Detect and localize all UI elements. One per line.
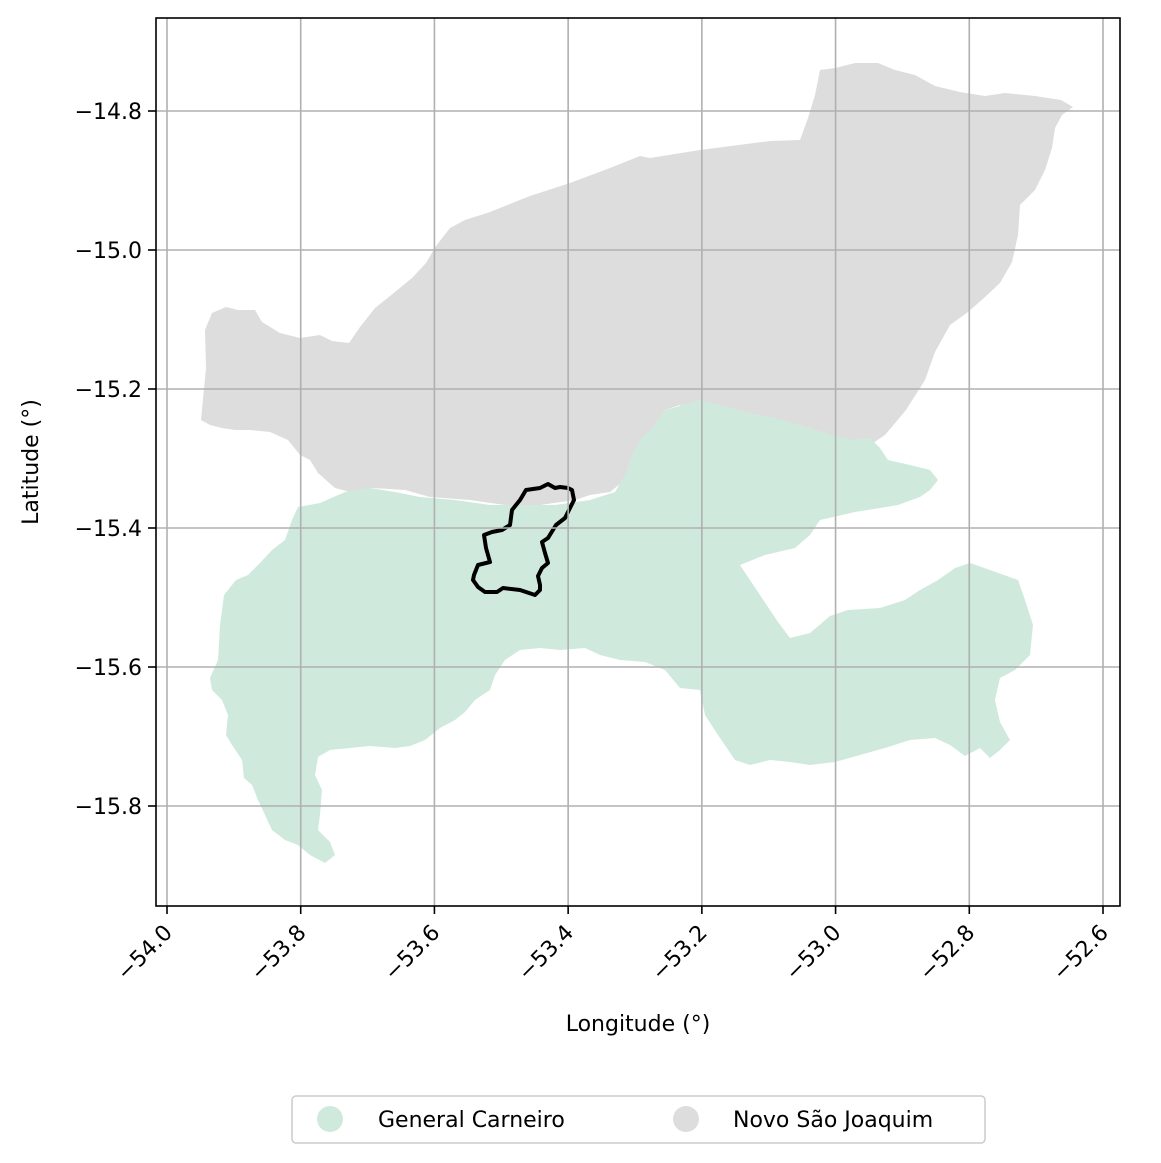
y-tick-label: −15.2 xyxy=(75,378,142,403)
x-tick-label: −53.0 xyxy=(781,920,846,985)
legend-box xyxy=(291,1095,986,1144)
y-tick-label: −15.0 xyxy=(75,239,142,264)
x-tick-label: −53.2 xyxy=(647,920,712,985)
y-tick-label: −14.8 xyxy=(75,100,142,125)
region-general-carneiro xyxy=(210,400,1033,863)
x-tick-label: −52.6 xyxy=(1048,920,1113,985)
legend-marker-novo-sao-joaquim xyxy=(673,1106,699,1132)
y-tick-label: −15.8 xyxy=(75,795,142,820)
x-tick-label: −52.8 xyxy=(915,920,980,985)
x-axis-title: Longitude (°) xyxy=(566,1012,711,1037)
y-axis-title: Latitude (°) xyxy=(19,399,44,525)
y-tick-label: −15.6 xyxy=(75,656,142,681)
legend-label-novo-sao-joaquim: Novo São Joaquim xyxy=(733,1108,933,1133)
x-tick-label: −53.4 xyxy=(514,920,579,985)
axes-frame xyxy=(155,17,1121,907)
grid-lines xyxy=(156,18,1120,906)
y-tick-label: −15.4 xyxy=(75,517,142,542)
region-novo-sao-joaquim xyxy=(201,63,1073,505)
x-tick-label: −53.8 xyxy=(246,920,311,985)
x-tick-label: −53.6 xyxy=(380,920,445,985)
legend-marker-general-carneiro xyxy=(317,1106,343,1132)
highlight-outline xyxy=(471,482,576,597)
legend-label-general-carneiro: General Carneiro xyxy=(378,1108,565,1133)
x-tick-label: −54.0 xyxy=(112,920,177,985)
legend: General Carneiro Novo São Joaquim xyxy=(291,1095,986,1144)
